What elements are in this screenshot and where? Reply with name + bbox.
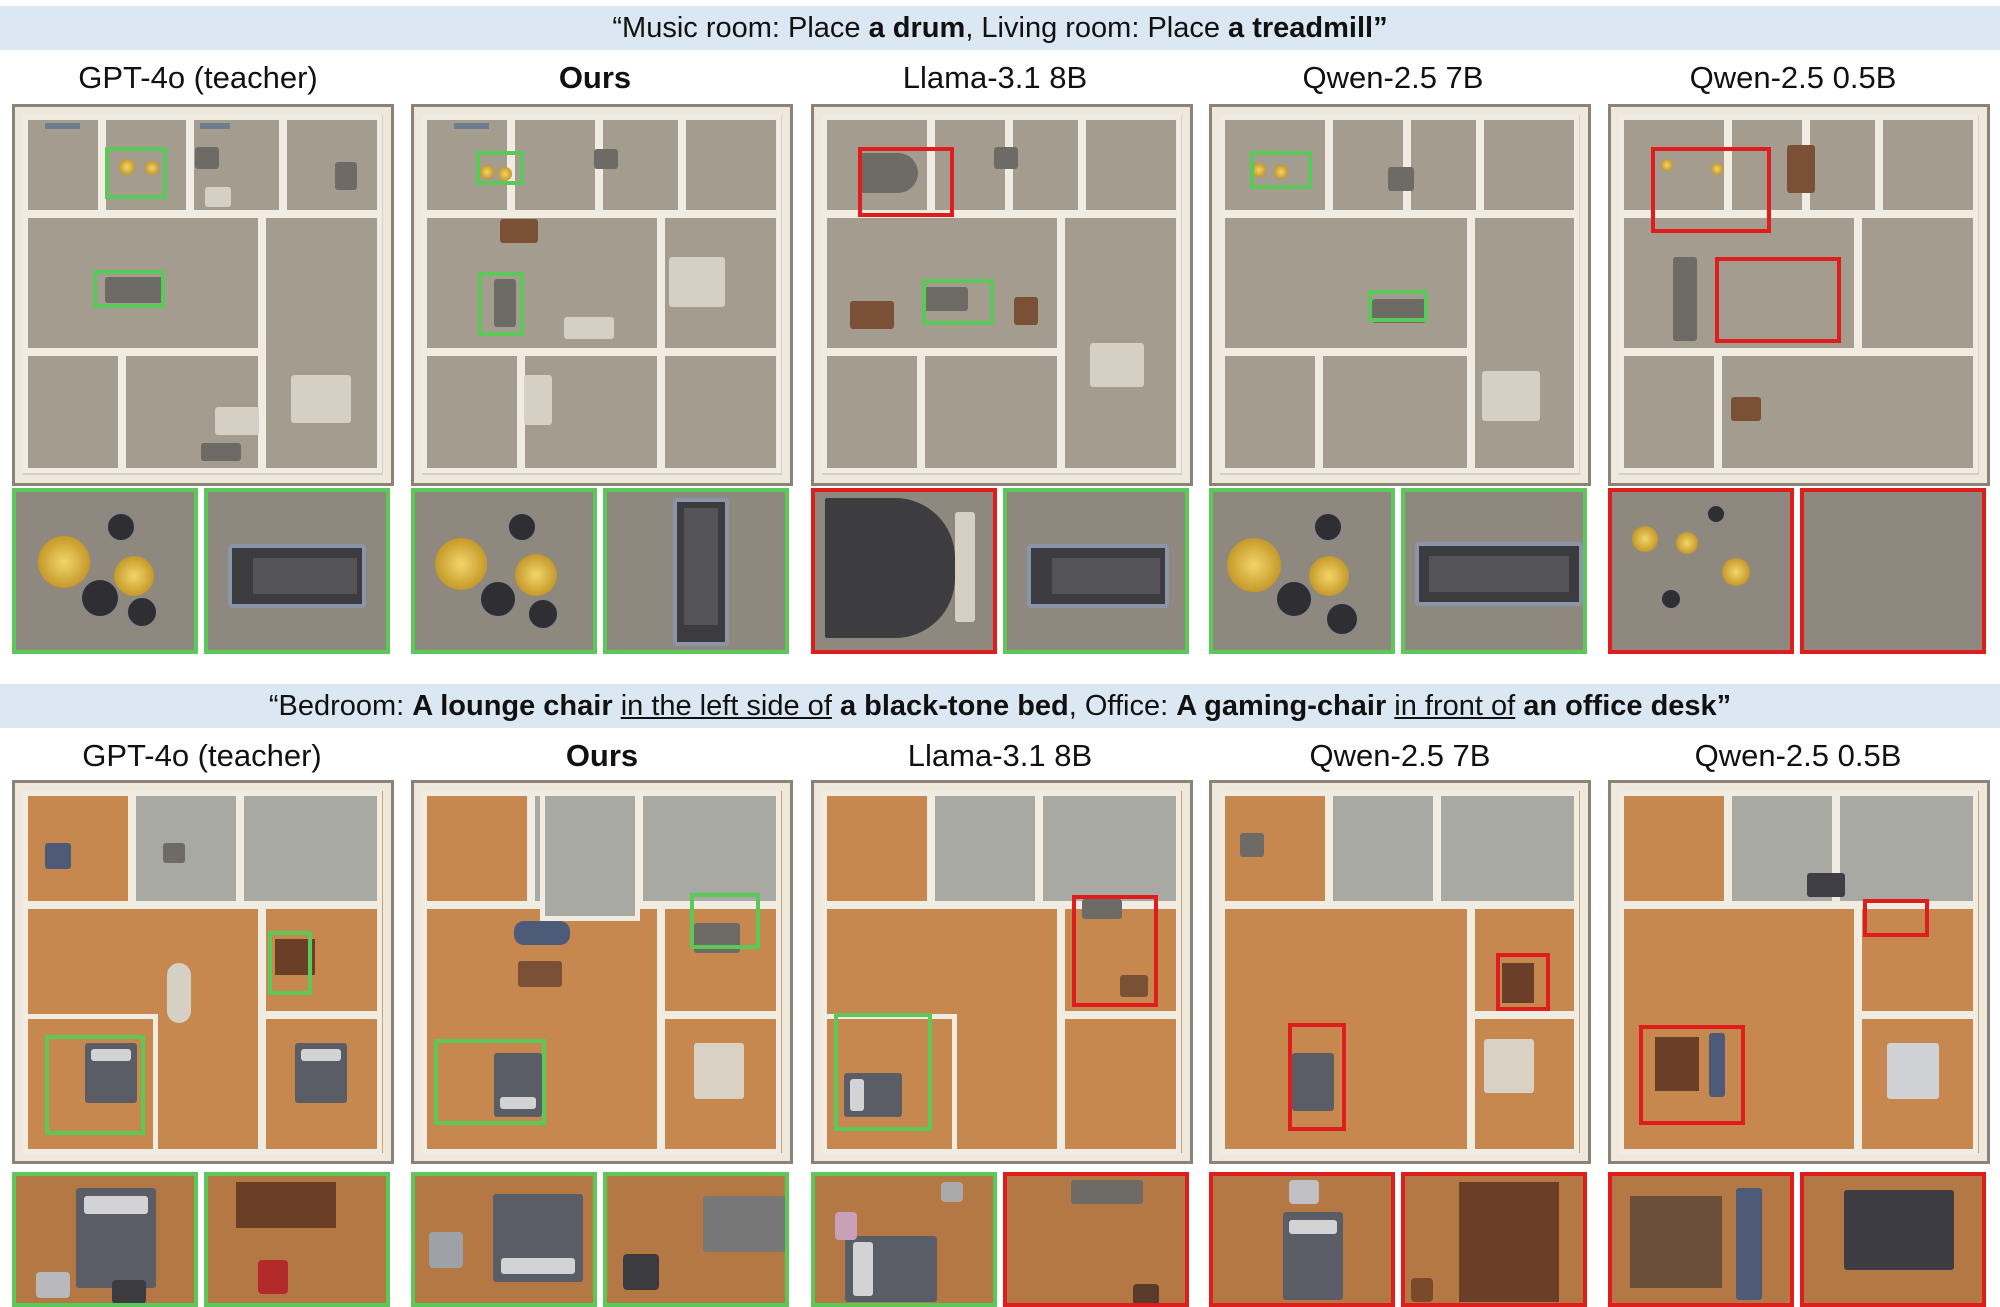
highlight-treadmill	[922, 279, 994, 325]
model-label-llama: Llama-3.1 8B	[902, 60, 1088, 95]
result-column-qwen05b	[1608, 104, 1990, 660]
closeup-gaming-chair	[603, 1172, 789, 1307]
result-column-ours	[411, 780, 793, 1307]
closeup-lounge-chair	[411, 1172, 597, 1307]
highlight-drum	[858, 147, 954, 217]
closeup-lounge-chair	[1209, 1172, 1395, 1307]
floor-plan	[811, 780, 1193, 1164]
model-label-qwen05b: Qwen-2.5 0.5B	[1689, 60, 1897, 95]
result-column-qwen7b	[1209, 780, 1591, 1307]
result-column-ours	[411, 104, 793, 660]
highlight-lounge-chair	[834, 1013, 932, 1131]
result-column-qwen05b	[1608, 780, 1990, 1307]
floor-plan	[1608, 104, 1990, 486]
closeup-treadmill	[204, 488, 390, 654]
floor-plan	[411, 104, 793, 486]
closeup-lounge-chair	[1608, 1172, 1794, 1307]
highlight-drum	[1651, 147, 1771, 233]
closeup-drum	[12, 488, 198, 654]
highlight-treadmill	[93, 270, 165, 308]
highlight-treadmill	[1368, 290, 1428, 322]
highlight-gaming-chair	[1072, 895, 1158, 1007]
highlight-gaming-chair	[690, 893, 760, 949]
highlight-gaming-chair	[268, 931, 312, 995]
closeup-treadmill	[1401, 488, 1587, 654]
closeup-treadmill	[1003, 488, 1189, 654]
highlight-treadmill	[1715, 257, 1841, 343]
model-labels-row-2: GPT-4o (teacher) Ours Llama-3.1 8B Qwen-…	[0, 732, 2000, 780]
prompt-object-drum: a drum	[868, 12, 966, 44]
model-label-llama: Llama-3.1 8B	[907, 738, 1093, 773]
highlight-lounge-chair	[1639, 1025, 1745, 1125]
highlight-gaming-chair	[1863, 899, 1929, 937]
floor-plan	[1608, 780, 1990, 1164]
model-labels-row-1: GPT-4o (teacher) Ours Llama-3.1 8B Qwen-…	[0, 54, 2000, 102]
model-label-qwen7b: Qwen-2.5 7B	[1302, 60, 1484, 95]
result-column-llama	[811, 780, 1193, 1307]
highlight-lounge-chair	[45, 1035, 145, 1135]
closeup-treadmill	[603, 488, 789, 654]
result-column-qwen7b	[1209, 104, 1591, 660]
closeup-drum	[1209, 488, 1395, 654]
closeup-gaming-chair	[1800, 1172, 1986, 1307]
result-column-gpt4o	[12, 780, 394, 1307]
floor-plan	[12, 104, 394, 486]
closeup-drum	[1608, 488, 1794, 654]
closeup-drum	[811, 488, 997, 654]
result-column-llama	[811, 104, 1193, 660]
highlight-lounge-chair	[1288, 1023, 1346, 1131]
closeup-lounge-chair	[811, 1172, 997, 1307]
prompt-banner-1: “Music room: Place a drum, Living room: …	[0, 6, 2000, 50]
floor-plan	[811, 104, 1193, 486]
highlight-lounge-chair	[434, 1039, 546, 1125]
closeup-gaming-chair	[204, 1172, 390, 1307]
model-label-ours: Ours	[565, 738, 639, 773]
highlight-drum	[1250, 151, 1312, 189]
highlight-drum	[105, 147, 167, 199]
closeup-treadmill	[1800, 488, 1986, 654]
floor-plan	[12, 780, 394, 1164]
model-label-ours: Ours	[558, 60, 632, 95]
model-label-qwen05b: Qwen-2.5 0.5B	[1694, 738, 1902, 773]
closeup-drum	[411, 488, 597, 654]
floor-plan	[1209, 104, 1591, 486]
comparison-row-1: “Music room: Place a drum, Living room: …	[0, 6, 2000, 660]
model-label-gpt4o: GPT-4o (teacher)	[78, 60, 318, 95]
highlight-treadmill	[478, 272, 524, 336]
model-label-qwen7b: Qwen-2.5 7B	[1309, 738, 1491, 773]
prompt-object-treadmill: a treadmill	[1228, 12, 1374, 44]
floor-plan	[1209, 780, 1591, 1164]
closeup-lounge-chair	[12, 1172, 198, 1307]
highlight-drum	[476, 151, 524, 185]
model-label-gpt4o: GPT-4o (teacher)	[82, 738, 322, 773]
closeup-gaming-chair	[1003, 1172, 1189, 1307]
result-column-gpt4o	[12, 104, 394, 660]
closeup-gaming-chair	[1401, 1172, 1587, 1307]
highlight-gaming-chair	[1496, 953, 1550, 1011]
comparison-row-2: “Bedroom: A lounge chair in the left sid…	[0, 678, 2000, 1307]
floor-plan	[411, 780, 793, 1164]
prompt-banner-2: “Bedroom: A lounge chair in the left sid…	[0, 684, 2000, 728]
